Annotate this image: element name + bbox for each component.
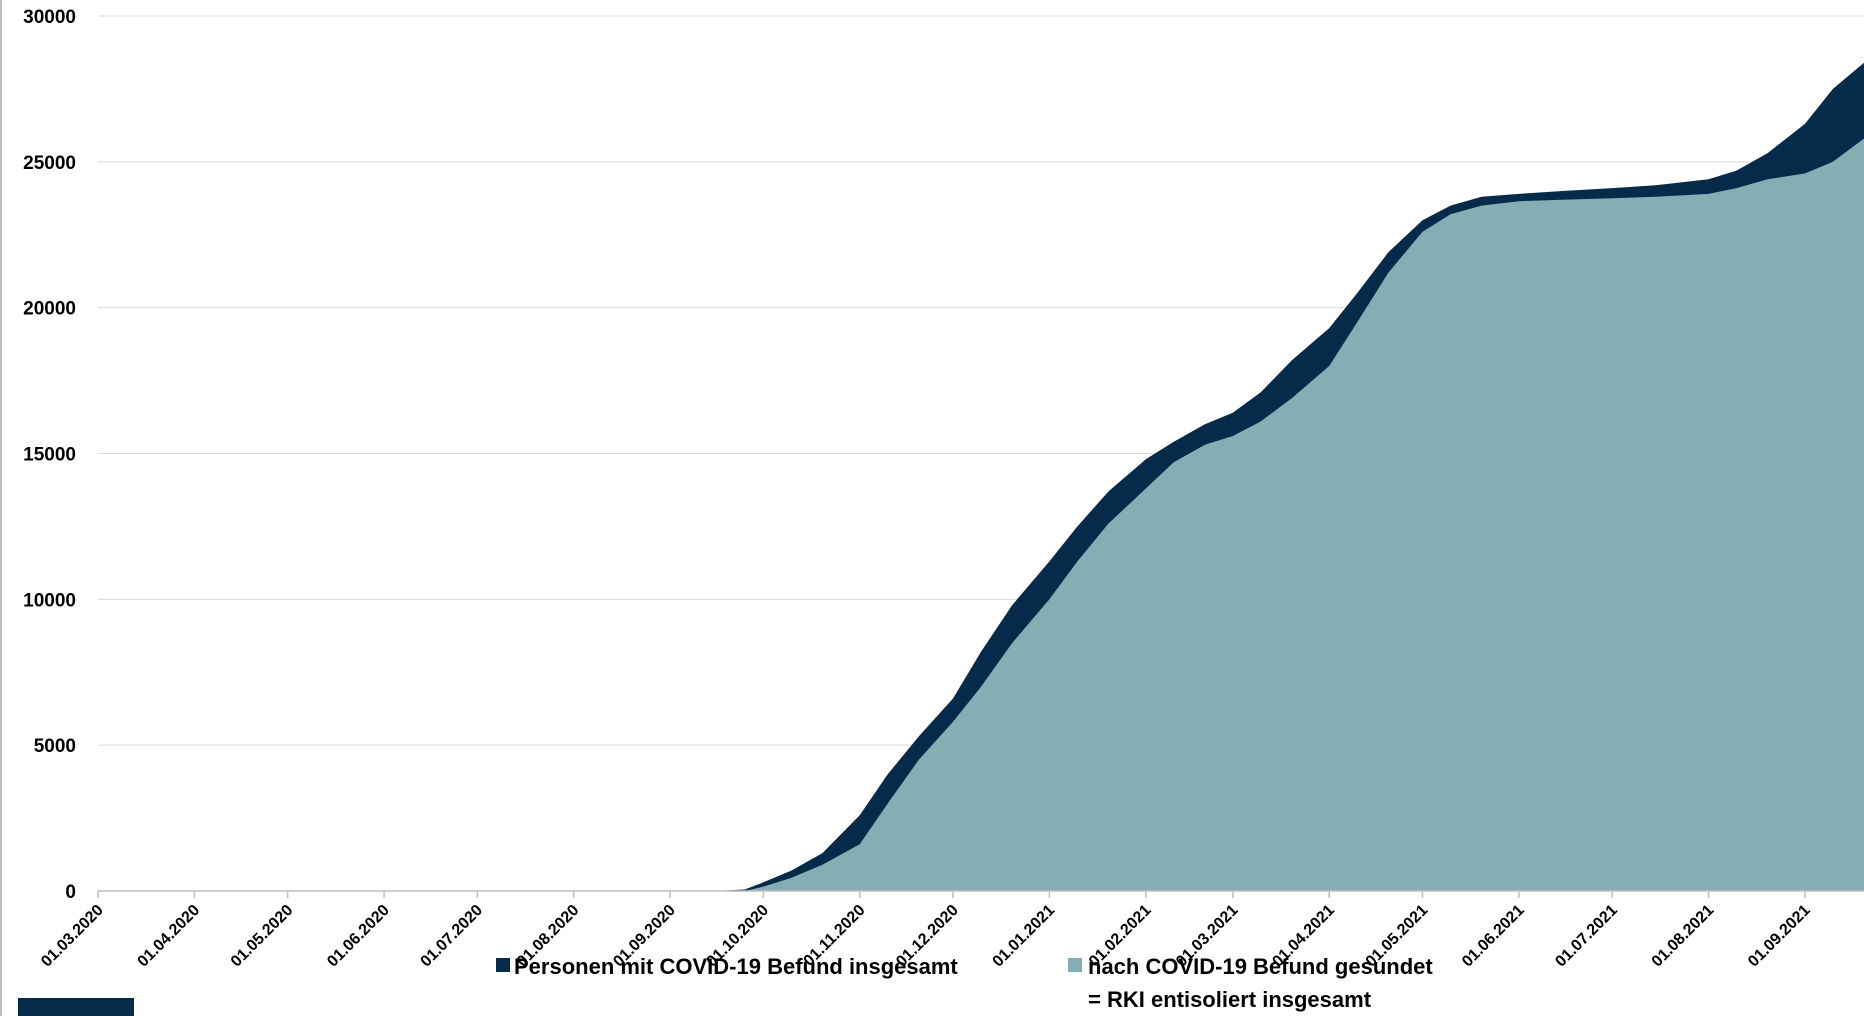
y-tick-label: 10000 [23, 590, 76, 611]
x-tick-label: 01.06.2020 [324, 902, 393, 971]
y-tick-label: 0 [65, 882, 76, 903]
legend-swatch-recovered [1068, 958, 1082, 972]
y-tick-label: 25000 [23, 153, 76, 174]
y-tick-label: 20000 [23, 299, 76, 320]
corner-block [18, 998, 134, 1016]
y-tick-label: 30000 [23, 7, 76, 28]
x-tick-label: 01.05.2020 [228, 902, 297, 971]
legend: Personen mit COVID-19 Befund insgesamt n… [496, 954, 1433, 1012]
legend-swatch-total [496, 958, 510, 972]
x-tick-label: 01.03.2020 [38, 902, 107, 971]
y-tick-label: 15000 [23, 445, 76, 466]
x-tick-label: 01.04.2020 [135, 902, 204, 971]
legend-label-recovered-line2: = RKI entisoliert insgesamt [1088, 987, 1372, 1012]
x-tick-label: 01.08.2021 [1649, 902, 1718, 971]
x-tick-label: 01.06.2021 [1459, 902, 1528, 971]
x-tick-label: 01.01.2021 [990, 902, 1059, 971]
legend-label-total: Personen mit COVID-19 Befund insgesamt [514, 954, 958, 979]
x-tick-label: 01.07.2021 [1552, 902, 1621, 971]
x-tick-label: 01.09.2021 [1745, 902, 1814, 971]
area-series-recovered [98, 138, 1864, 891]
plot-areas [98, 62, 1864, 891]
x-tick-label: 01.07.2020 [418, 902, 487, 971]
y-tick-label: 5000 [34, 736, 76, 757]
y-axis-ticks: 0 5000 10000 15000 20000 25000 30000 [23, 7, 76, 903]
legend-label-recovered-line1: nach COVID-19 Befund gesundet [1088, 954, 1433, 979]
